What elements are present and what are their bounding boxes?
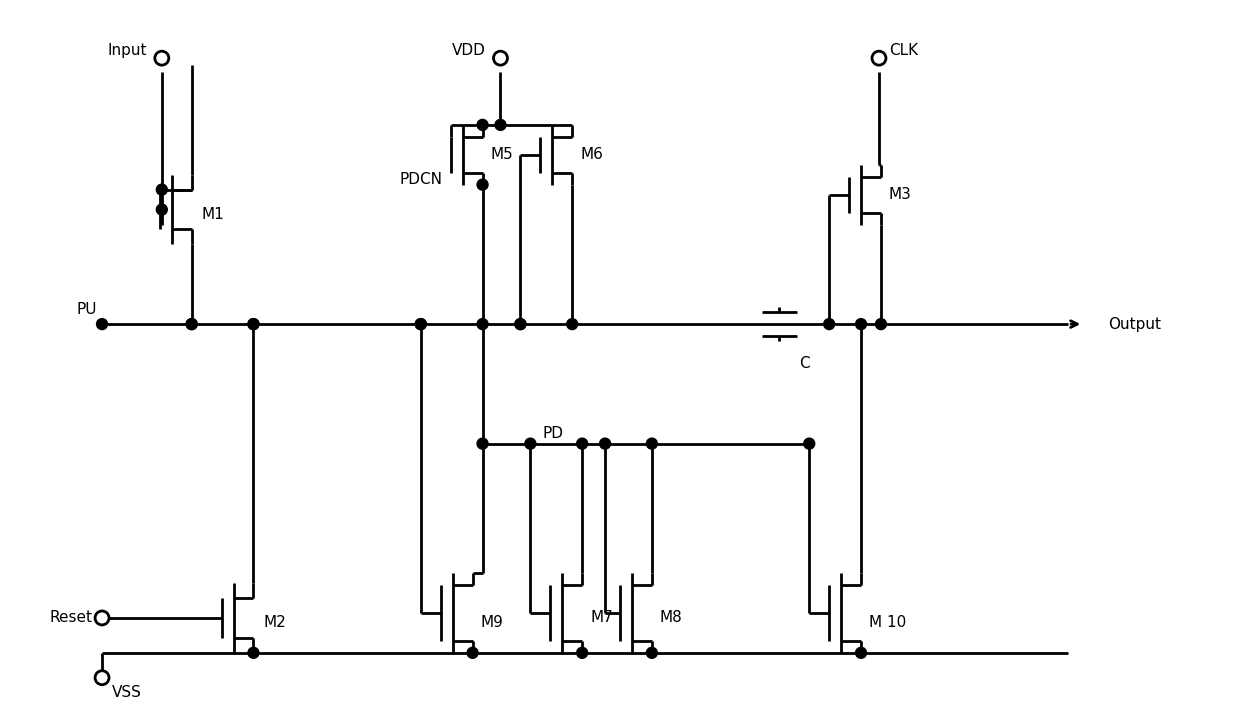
Circle shape	[872, 51, 885, 65]
Text: M5: M5	[491, 147, 513, 163]
Circle shape	[155, 51, 169, 65]
Circle shape	[477, 438, 489, 449]
Text: PU: PU	[77, 302, 97, 317]
Circle shape	[646, 438, 657, 449]
Circle shape	[856, 319, 867, 329]
Circle shape	[156, 184, 167, 195]
Text: Input: Input	[108, 43, 146, 58]
Text: PDCN: PDCN	[399, 172, 443, 187]
Circle shape	[577, 648, 588, 658]
Text: M2: M2	[263, 615, 286, 630]
Text: M 10: M 10	[869, 615, 906, 630]
Circle shape	[477, 180, 489, 190]
Circle shape	[415, 319, 427, 329]
Text: M9: M9	[481, 615, 503, 630]
Circle shape	[186, 319, 197, 329]
Text: Reset: Reset	[50, 610, 92, 625]
Circle shape	[823, 319, 835, 329]
Text: Output: Output	[1109, 317, 1161, 332]
Circle shape	[95, 611, 109, 625]
Circle shape	[525, 438, 536, 449]
Text: VDD: VDD	[451, 43, 486, 58]
Text: PD: PD	[542, 426, 563, 441]
Circle shape	[248, 648, 259, 658]
Text: M1: M1	[202, 207, 224, 222]
Circle shape	[415, 319, 427, 329]
Circle shape	[515, 319, 526, 329]
Text: CLK: CLK	[889, 43, 918, 58]
Circle shape	[856, 648, 867, 658]
Circle shape	[804, 438, 815, 449]
Text: M7: M7	[590, 610, 613, 625]
Circle shape	[248, 319, 259, 329]
Circle shape	[156, 204, 167, 215]
Text: VSS: VSS	[112, 685, 141, 700]
Circle shape	[600, 438, 610, 449]
Circle shape	[95, 671, 109, 685]
Circle shape	[567, 319, 578, 329]
Circle shape	[467, 648, 479, 658]
Circle shape	[515, 319, 526, 329]
Text: C: C	[800, 356, 810, 372]
Circle shape	[186, 319, 197, 329]
Circle shape	[494, 51, 507, 65]
Circle shape	[97, 319, 108, 329]
Circle shape	[477, 120, 489, 130]
Circle shape	[646, 648, 657, 658]
Circle shape	[495, 120, 506, 130]
Circle shape	[875, 319, 887, 329]
Circle shape	[577, 438, 588, 449]
Circle shape	[248, 319, 259, 329]
Text: M3: M3	[889, 187, 911, 202]
Circle shape	[477, 319, 489, 329]
Text: M8: M8	[660, 610, 682, 625]
Text: M6: M6	[580, 147, 603, 163]
